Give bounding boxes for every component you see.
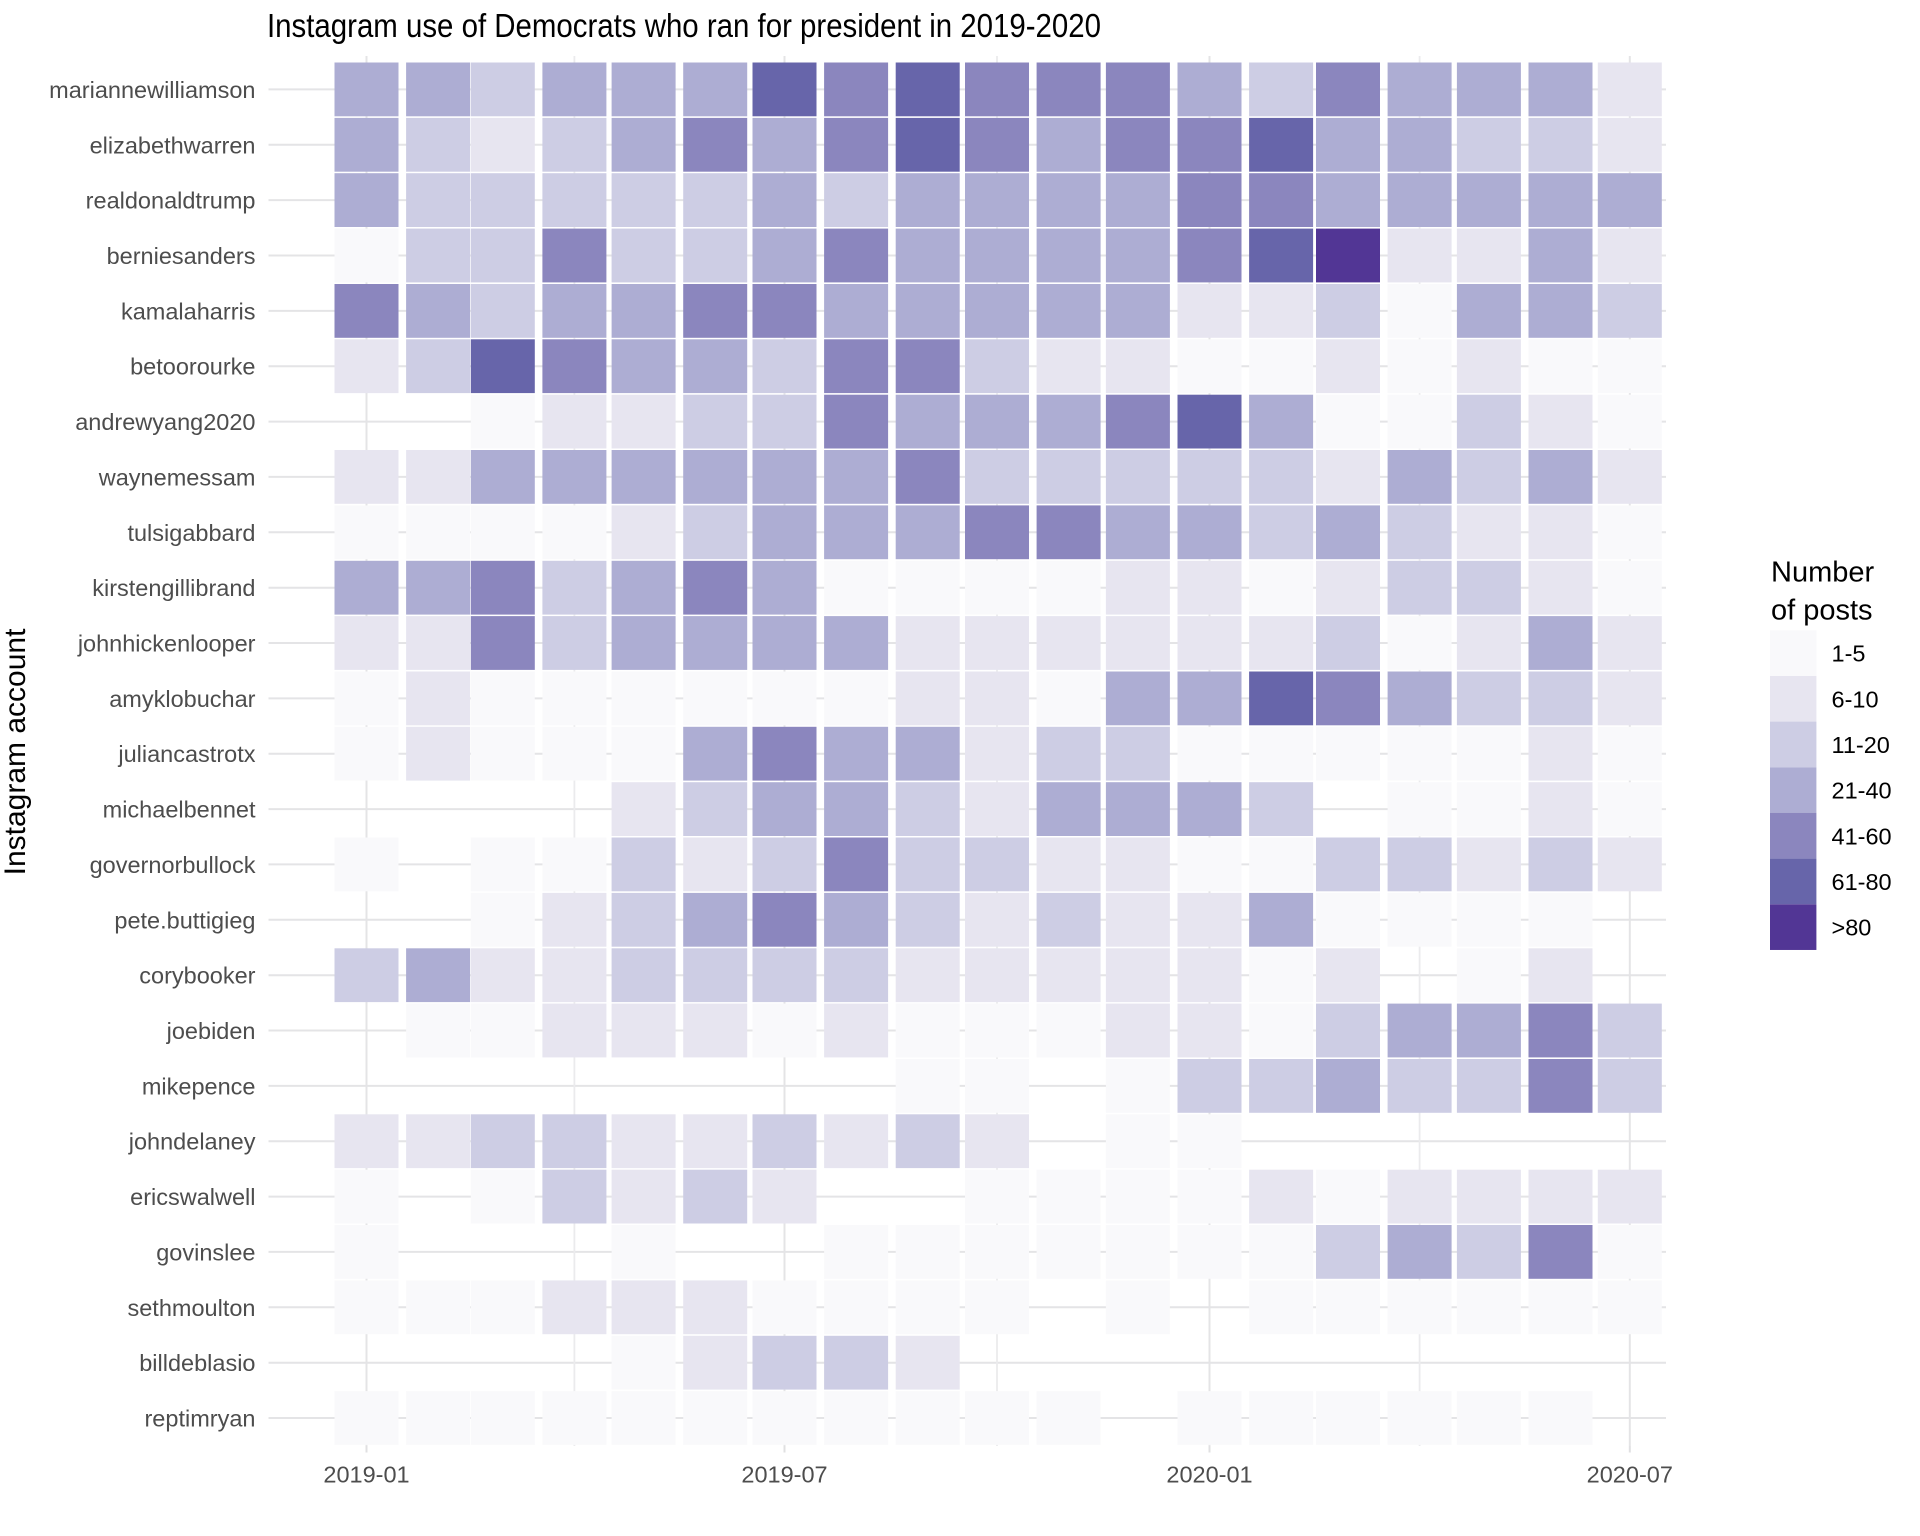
svg-text:betoorourke: betoorourke	[130, 354, 255, 380]
svg-text:2020-07: 2020-07	[1587, 1462, 1673, 1488]
svg-text:waynemessam: waynemessam	[98, 464, 256, 490]
svg-text:reptimryan: reptimryan	[144, 1406, 255, 1432]
svg-text:mariannewilliamson: mariannewilliamson	[49, 77, 255, 103]
svg-text:governorbullock: governorbullock	[90, 852, 256, 878]
svg-text:21-40: 21-40	[1832, 778, 1892, 804]
svg-text:billdeblasio: billdeblasio	[139, 1350, 255, 1376]
svg-text:corybooker: corybooker	[139, 963, 255, 989]
svg-text:michaelbennet: michaelbennet	[103, 797, 256, 823]
svg-text:sethmoulton: sethmoulton	[127, 1295, 255, 1321]
svg-text:kamalaharris: kamalaharris	[121, 298, 256, 324]
svg-text:Number: Number	[1771, 557, 1874, 589]
svg-text:kirstengillibrand: kirstengillibrand	[92, 575, 255, 601]
svg-text:johnhickenlooper: johnhickenlooper	[77, 631, 256, 657]
svg-text:11-20: 11-20	[1832, 732, 1890, 758]
svg-text:Instagram account: Instagram account	[0, 628, 32, 875]
svg-text:andrewyang2020: andrewyang2020	[75, 409, 255, 435]
svg-text:6-10: 6-10	[1832, 686, 1879, 712]
svg-text:2019-07: 2019-07	[741, 1462, 827, 1488]
svg-text:61-80: 61-80	[1832, 869, 1892, 895]
svg-text:pete.buttigieg: pete.buttigieg	[114, 907, 255, 933]
svg-text:mikepence: mikepence	[142, 1073, 256, 1099]
svg-text:>80: >80	[1832, 915, 1872, 941]
svg-text:tulsigabbard: tulsigabbard	[127, 520, 255, 546]
svg-text:berniesanders: berniesanders	[107, 243, 256, 269]
svg-text:of posts: of posts	[1771, 595, 1873, 627]
svg-text:elizabethwarren: elizabethwarren	[90, 132, 256, 158]
svg-text:ericswalwell: ericswalwell	[130, 1184, 255, 1210]
svg-text:realdonaldtrump: realdonaldtrump	[86, 188, 256, 214]
svg-text:41-60: 41-60	[1832, 823, 1892, 849]
svg-text:amyklobuchar: amyklobuchar	[109, 686, 255, 712]
svg-text:2020-01: 2020-01	[1166, 1462, 1252, 1488]
svg-text:juliancastrotx: juliancastrotx	[117, 741, 255, 767]
svg-text:1-5: 1-5	[1832, 641, 1866, 667]
svg-text:2019-01: 2019-01	[323, 1462, 409, 1488]
svg-text:johndelaney: johndelaney	[128, 1129, 256, 1155]
svg-text:Instagram use of Democrats who: Instagram use of Democrats who ran for p…	[267, 8, 1101, 45]
svg-text:govinslee: govinslee	[156, 1239, 255, 1265]
svg-text:joebiden: joebiden	[166, 1018, 256, 1044]
